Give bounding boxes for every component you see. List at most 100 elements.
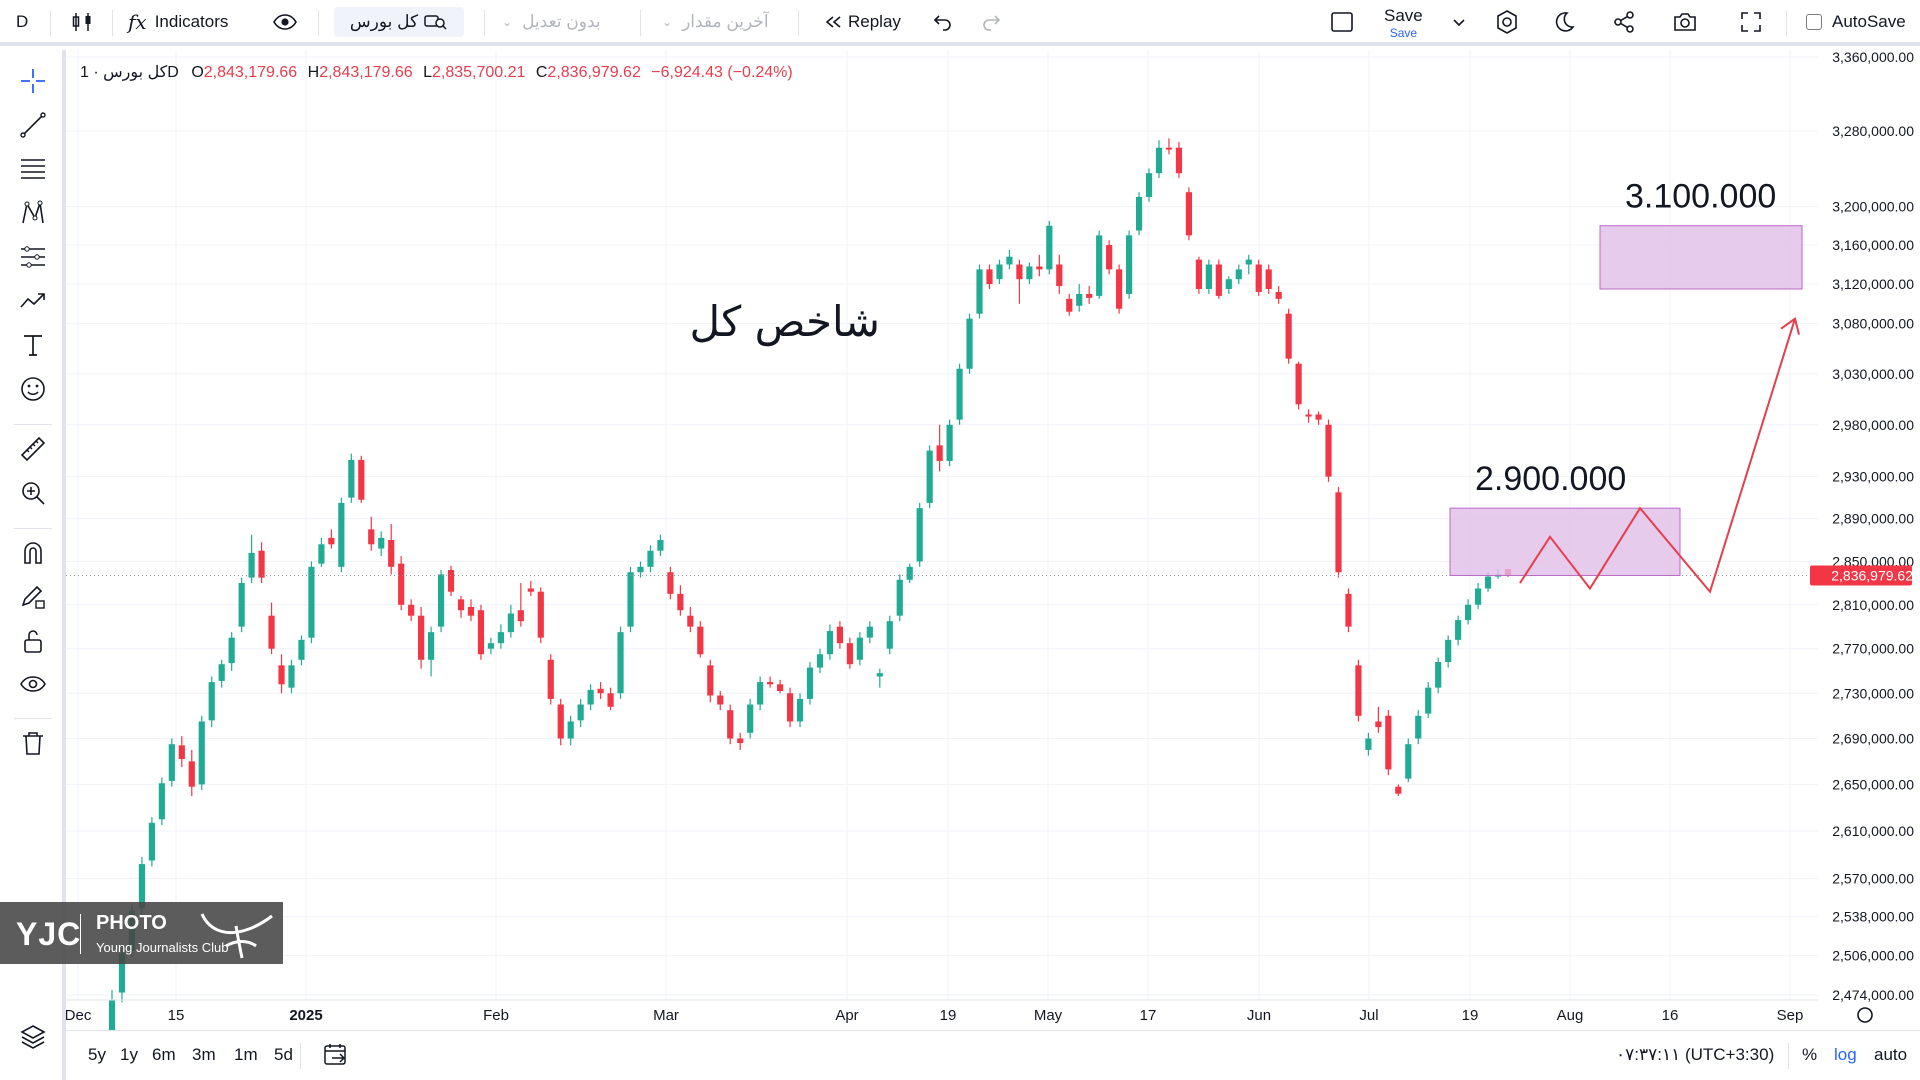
candle-body: [1305, 414, 1312, 417]
target-zone: [1449, 507, 1681, 576]
candle-body: [1435, 662, 1442, 688]
candle-body: [208, 682, 215, 721]
candles-chart-type-button[interactable]: [70, 7, 94, 37]
forecast-tool[interactable]: [18, 244, 48, 274]
candle-body: [1235, 269, 1242, 280]
legend-high-value: 2,843,179.66: [319, 64, 413, 81]
time-tick-label: May: [1034, 1007, 1063, 1024]
clock-timezone[interactable]: ۰۷:۳۷:۱۱ (UTC+3:30): [1616, 1045, 1775, 1064]
layers-icon: [19, 1023, 47, 1056]
undo-icon: [932, 12, 954, 32]
zigzag-arrow-icon: [19, 287, 47, 320]
time-tick-label: Aug: [1557, 1007, 1584, 1024]
magnet-tool[interactable]: [18, 540, 48, 570]
divider: [640, 10, 641, 36]
zoom-tool[interactable]: [18, 480, 48, 510]
fib-tool[interactable]: [18, 156, 48, 186]
indicators-button[interactable]: fx Indicators: [128, 7, 228, 37]
trend-line-tool[interactable]: [18, 111, 48, 142]
candle-body: [1484, 576, 1492, 589]
price-tick-label: 2,650,000.00: [1832, 776, 1914, 792]
trash-icon: [19, 729, 47, 762]
text-tool[interactable]: [18, 332, 48, 362]
projection-path: [1519, 318, 1796, 594]
candle-body: [248, 552, 255, 578]
range-5y-button[interactable]: 5y: [88, 1045, 106, 1064]
text-icon: [19, 331, 47, 364]
price-source-dropdown[interactable]: ⌄ آخرین مقدار: [662, 7, 769, 37]
interval-button[interactable]: D: [16, 7, 28, 37]
crosshair-tool[interactable]: [18, 68, 48, 98]
checkbox-icon[interactable]: [1806, 14, 1822, 30]
range-6m-button[interactable]: 6m: [152, 1045, 176, 1064]
candle-body: [477, 610, 485, 655]
visibility-button[interactable]: [272, 7, 298, 37]
legend-high-key: H: [307, 64, 320, 81]
candle-body: [1465, 604, 1472, 621]
range-5d-button[interactable]: 5d: [274, 1045, 293, 1064]
lock-drawings-tool[interactable]: [18, 628, 48, 658]
candle-body: [298, 639, 305, 660]
snapshot-button[interactable]: [1672, 7, 1698, 37]
price-axis[interactable]: 3,360,000.00 3,280,000.00 3,200,000.00 3,16…: [1810, 50, 1920, 1030]
candle-body: [1086, 293, 1093, 298]
save-button[interactable]: Save Save: [1384, 3, 1423, 43]
symbol-search-button[interactable]: کل بورس: [334, 7, 464, 37]
remove-drawings-tool[interactable]: [18, 730, 48, 760]
candle-body: [1255, 264, 1262, 292]
measure-tool[interactable]: [18, 436, 48, 466]
layout-button[interactable]: [1330, 7, 1354, 37]
time-tick-label: Dec: [66, 1007, 92, 1024]
range-1y-button[interactable]: 1y: [120, 1045, 138, 1064]
candle-body: [886, 621, 893, 649]
unlock-icon: [19, 627, 47, 660]
adjustment-dropdown[interactable]: ⌄ بدون تعدیل: [502, 7, 601, 37]
percent-scale-toggle[interactable]: %: [1802, 1045, 1818, 1064]
zone-price-label: 2.900.000: [1475, 460, 1626, 498]
chevron-down-icon: ⌄: [502, 15, 513, 29]
redo-button[interactable]: [980, 7, 1002, 37]
candle-body: [1375, 721, 1382, 728]
log-scale-toggle[interactable]: log: [1834, 1045, 1857, 1064]
candle-body: [996, 264, 1003, 280]
emoji-tool[interactable]: [18, 376, 48, 406]
candle-body: [338, 502, 345, 567]
object-tree-tool[interactable]: [18, 1024, 48, 1054]
hide-drawings-tool[interactable]: [18, 672, 48, 702]
candle-body: [1335, 492, 1342, 573]
autosave-toggle[interactable]: AutoSave: [1806, 7, 1906, 37]
share-button[interactable]: [1612, 7, 1636, 37]
stay-in-drawing-tool[interactable]: [18, 584, 48, 614]
save-options-dropdown[interactable]: [1452, 7, 1466, 37]
brush-tool[interactable]: [18, 288, 48, 318]
candle-body: [1395, 786, 1402, 794]
candle-body: [976, 269, 983, 314]
range-1m-button[interactable]: 1m: [234, 1045, 258, 1064]
candle-body: [1076, 293, 1083, 306]
magnet-icon: [19, 539, 47, 572]
price-tick-label: 2,506,000.00: [1832, 948, 1914, 964]
go-to-date-button[interactable]: [322, 1042, 350, 1073]
undo-button[interactable]: [932, 7, 954, 37]
range-3m-button[interactable]: 3m: [192, 1045, 216, 1064]
chevron-down-icon: [1452, 17, 1466, 27]
fullscreen-button[interactable]: [1740, 7, 1762, 37]
candle-body: [1455, 620, 1462, 640]
pattern-tool[interactable]: [18, 200, 48, 230]
candle-body: [876, 673, 883, 677]
legend-change: −6,924.43 (−0.24%): [651, 64, 793, 81]
rewind-icon: [824, 14, 844, 30]
time-axis[interactable]: Dec 15 2025 Feb Mar Apr 19 May 17 Jun Jul 19 Aug 16 Se…: [66, 999, 1873, 1024]
candle-body: [198, 721, 205, 785]
candle-body: [1405, 744, 1412, 779]
divider: [112, 10, 113, 36]
auto-scale-toggle[interactable]: auto: [1874, 1045, 1908, 1064]
candle-body: [348, 459, 355, 498]
replay-button[interactable]: Replay: [824, 7, 901, 37]
candle-body: [1325, 424, 1332, 477]
settings-button[interactable]: [1494, 7, 1520, 37]
candle-body: [308, 566, 315, 638]
zoom-in-icon: [19, 479, 47, 512]
dark-mode-button[interactable]: [1552, 7, 1576, 37]
